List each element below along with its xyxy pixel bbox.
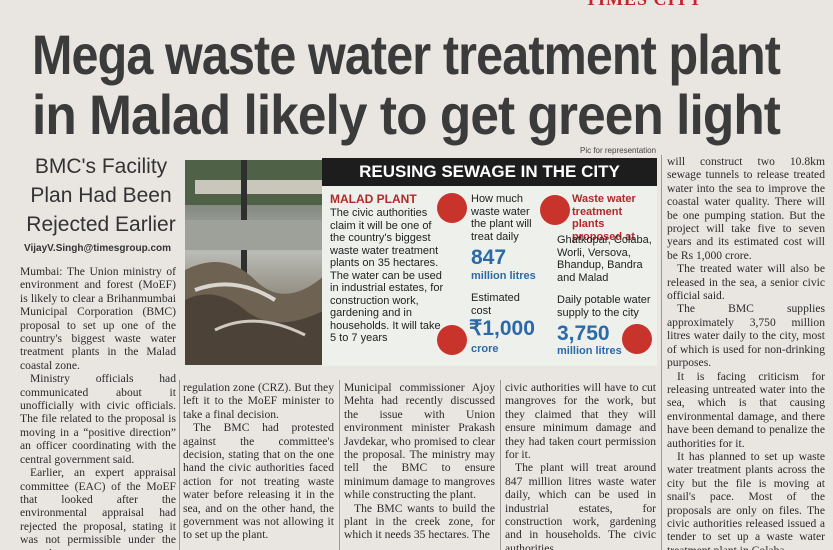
infobox-label: Estimated cost (471, 292, 520, 317)
paragraph-text: regulation zone (CRZ). But they left it … (183, 381, 334, 421)
subhead: BMC's Facility Plan Had Been Rejected Ea… (22, 152, 180, 239)
infobox-unit: million litres (471, 270, 536, 282)
infobox-figure: 847 (471, 246, 507, 269)
column-rule (661, 155, 662, 550)
paragraph: The treated water will also be released … (667, 262, 825, 302)
byline: VijayV.Singh@timesgroup.com (24, 243, 172, 254)
paragraph-text: The BMC had protested against the commit… (183, 421, 334, 542)
paragraph: Municipal commissioner Ajoy Mehta had re… (344, 381, 495, 502)
paragraph-text: will construct two 10.8km sewage tunnels… (667, 155, 825, 262)
paragraph-text: It is facing criticism for releasing unt… (667, 369, 825, 450)
paragraph-text: The Union ministry of environment and fo… (20, 265, 176, 372)
icon (540, 195, 570, 225)
column-rule (500, 380, 501, 550)
infobox-figure: ₹1,000 (469, 317, 535, 340)
infobox-text: Ghatkopar, Colaba, Worli, Versova, Bhand… (557, 234, 652, 284)
photo (185, 160, 325, 365)
paragraph-text: The plant will treat around 847 million … (505, 461, 656, 550)
column-rule (179, 380, 180, 550)
infobox-unit: million litres (557, 345, 622, 357)
column-rule (339, 380, 340, 550)
paragraph-text: The treated water will also be released … (667, 262, 825, 303)
masthead: TIMES CITY (585, 0, 703, 10)
icon (622, 324, 652, 354)
paragraph-text: The BMC supplies approximately 3,750 mil… (667, 302, 825, 370)
icon (437, 325, 467, 355)
photo-art (185, 160, 325, 365)
infobox-figure: 3,750 (557, 322, 610, 345)
column: civic authorities will have to cut mangr… (505, 381, 656, 550)
column: Mumbai: The Union ministry of environmen… (20, 265, 176, 550)
paragraph: The plant will treat around 847 million … (505, 461, 656, 550)
column: regulation zone (CRZ). But they left it … (183, 381, 334, 550)
infobox-unit: crore (471, 343, 499, 355)
infobox (322, 158, 657, 366)
infobox-label: Waste water treatment plants proposed at (572, 193, 636, 243)
infobox-text: The civic authorities claim it will be o… (330, 207, 444, 344)
subhead-line: BMC's Facility (34, 155, 168, 178)
paragraph-text: The BMC wants to build the plant in the … (344, 501, 495, 542)
infobox-label: Daily potable water supply to the city (557, 294, 651, 319)
paragraph: It is facing criticism for releasing unt… (667, 370, 825, 450)
column: Municipal commissioner Ajoy Mehta had re… (344, 381, 495, 550)
subhead-line: Rejected Earlier (26, 213, 176, 236)
column: will construct two 10.8km sewage tunnels… (667, 155, 825, 550)
paragraph: regulation zone (CRZ). But they left it … (183, 381, 334, 421)
paragraph: It has planned to set up waste water tre… (667, 450, 825, 550)
icon (437, 193, 467, 223)
headline-line: Mega waste water treatment plant (32, 23, 781, 86)
paragraph: civic authorities will have to cut mangr… (505, 381, 656, 461)
paragraph: Mumbai: The Union ministry of environmen… (20, 265, 176, 372)
paragraph-text: It has planned to set up waste water tre… (667, 449, 825, 550)
paragraph: The BMC had protested against the commit… (183, 421, 334, 542)
paragraph-text: civic authorities will have to cut mangr… (505, 381, 656, 462)
paragraph: will construct two 10.8km sewage tunnels… (667, 155, 825, 262)
infobox-heading: MALAD PLANT (330, 192, 417, 206)
paragraph: Ministry officials had communicated abou… (20, 372, 176, 466)
paragraph: The BMC supplies approximately 3,750 mil… (667, 302, 825, 369)
paragraph: The BMC wants to build the plant in the … (344, 502, 495, 542)
paragraph: Earlier, an expert appraisal committee (… (20, 466, 176, 550)
paragraph-text: Earlier, an expert appraisal committee (… (20, 466, 176, 550)
paragraph-text: Ministry officials had communicated abou… (20, 372, 176, 466)
infobox-label: How much waste water the plant will trea… (471, 193, 532, 243)
infobox-title: REUSING SEWAGE IN THE CITY (322, 158, 657, 186)
photo-credit: Pic for representation (580, 146, 657, 155)
paragraph-text: Municipal commissioner Ajoy Mehta had re… (344, 381, 495, 502)
subhead-line: Plan Had Been (30, 184, 172, 207)
dateline: Mumbai: (20, 265, 63, 278)
headline-line: in Malad likely to get green light (32, 83, 781, 146)
